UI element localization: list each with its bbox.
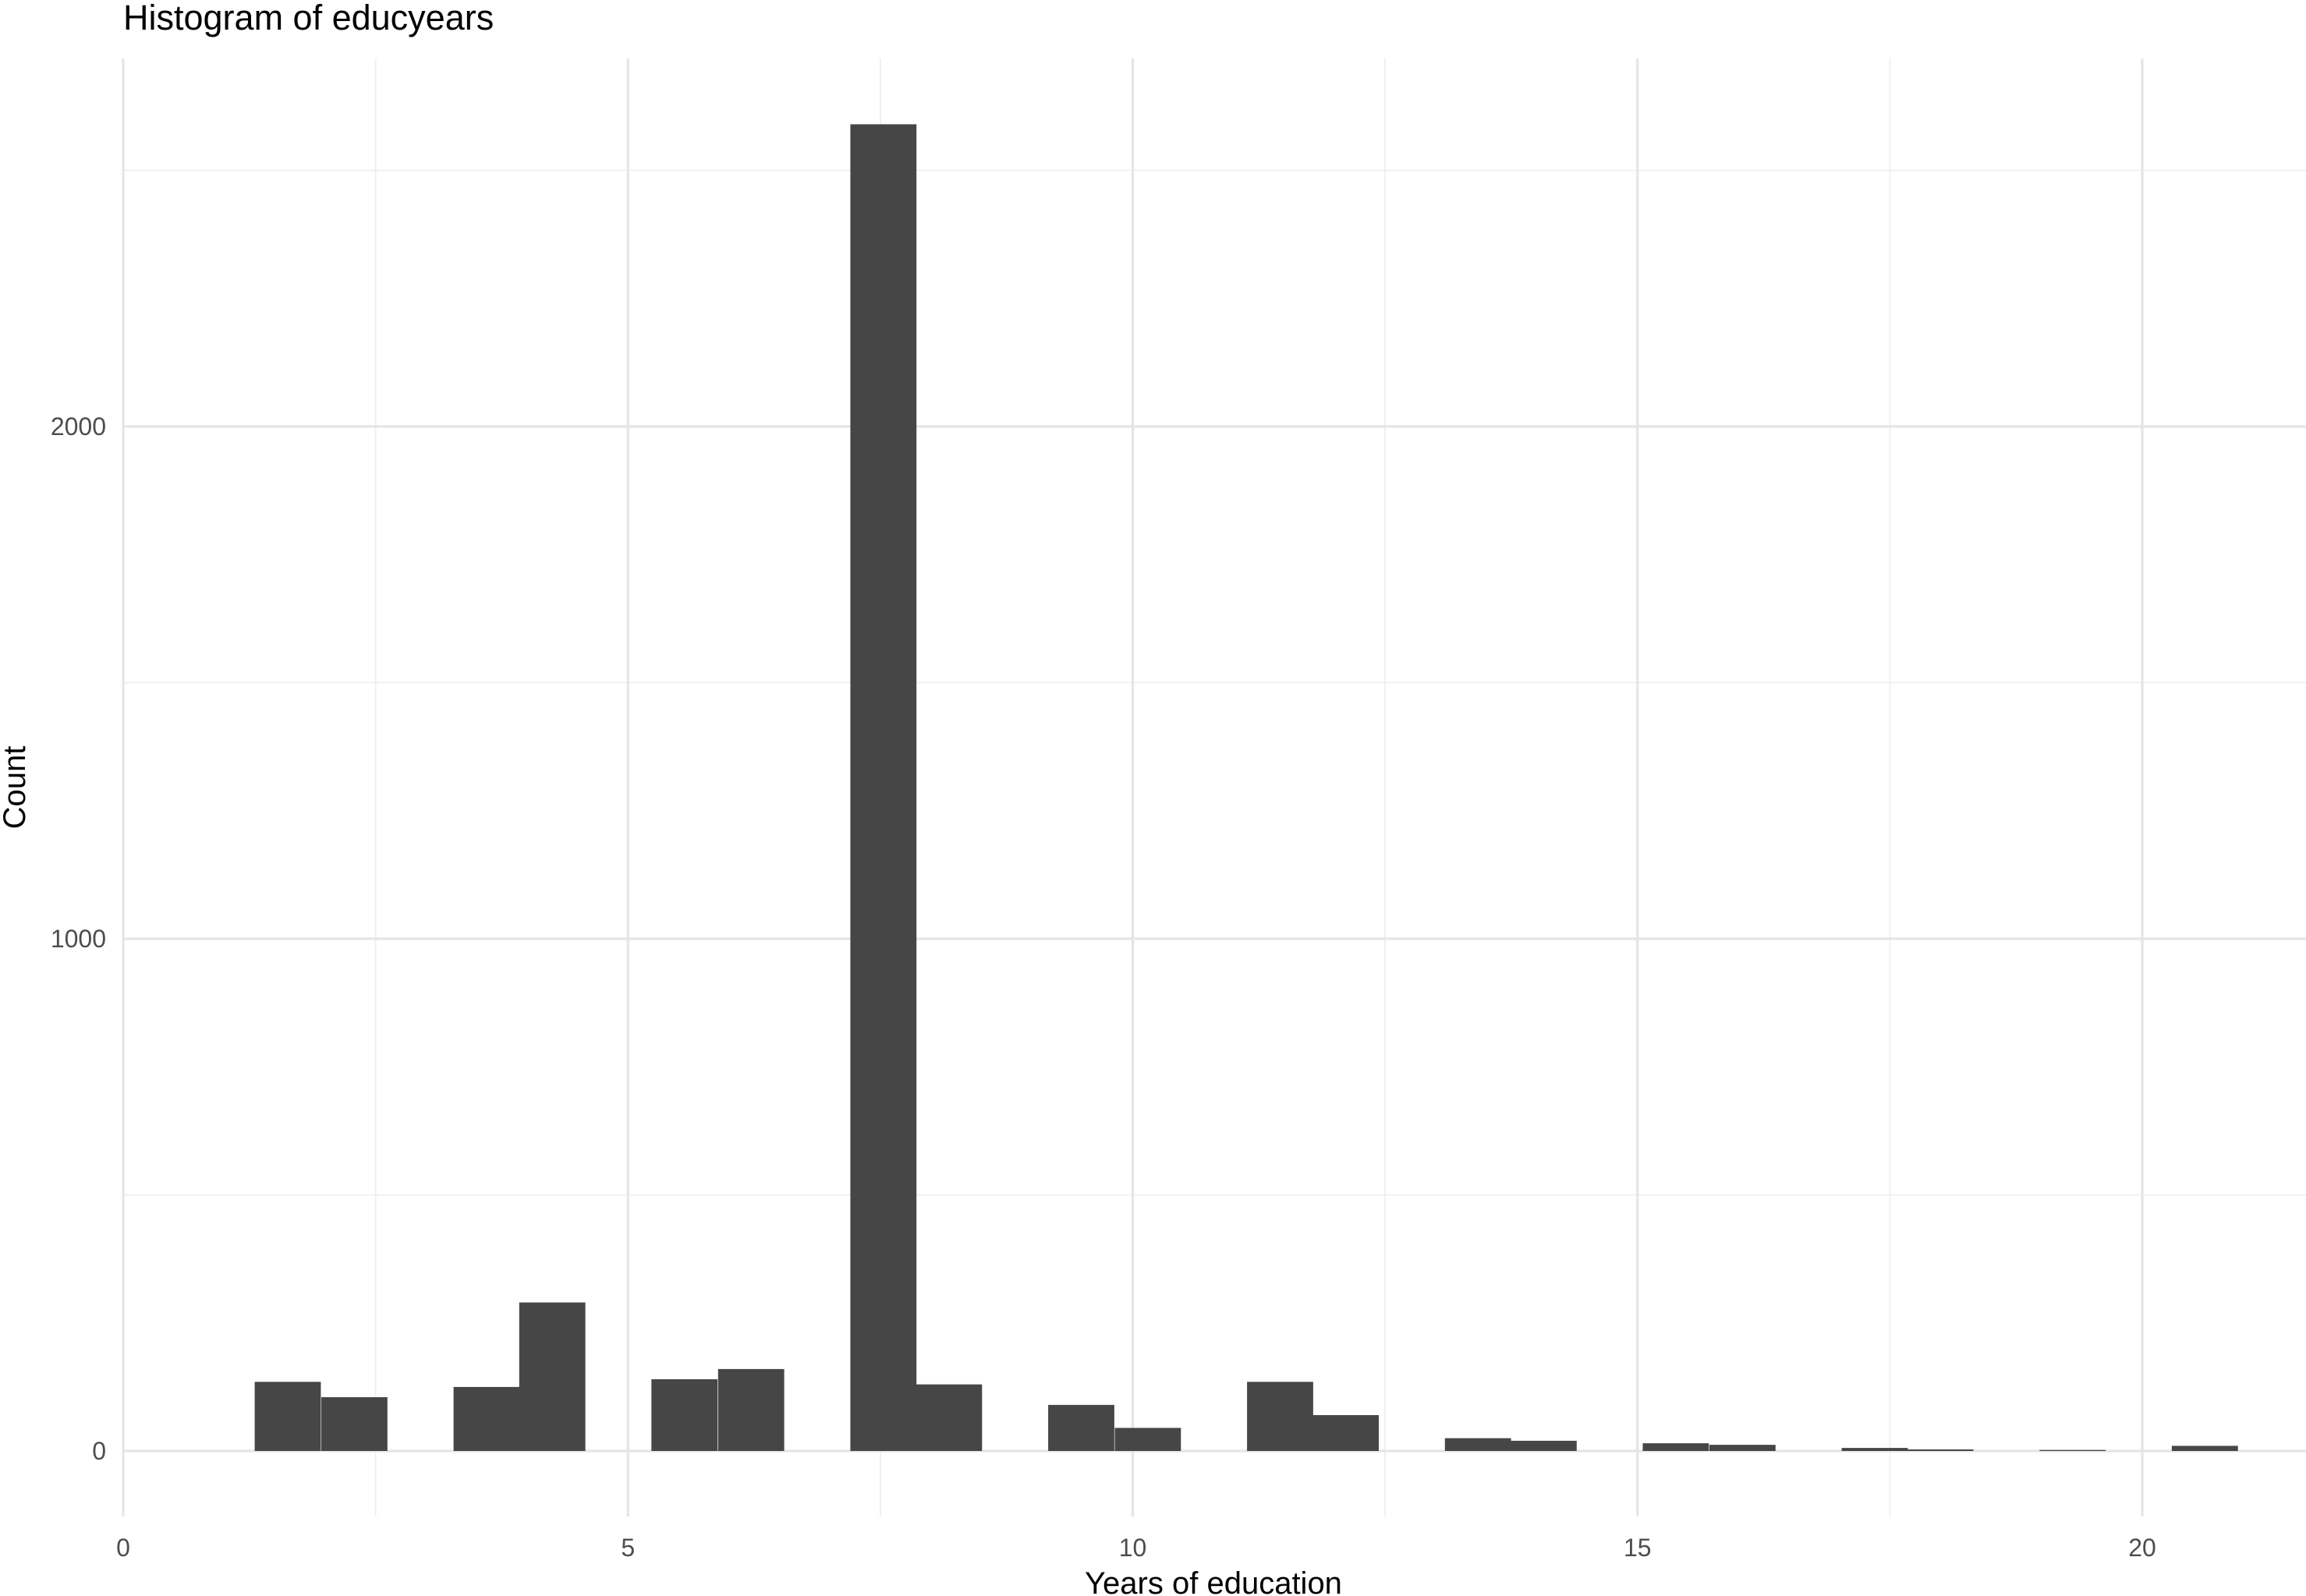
x-tick-label: 5 [621,1534,635,1562]
chart-title: Histogram of educyears [123,0,494,37]
x-tick-label: 10 [1119,1534,1147,1562]
x-tick-label: 20 [2128,1534,2156,1562]
histogram-bar-11 [1312,1415,1379,1451]
histogram-bar-6 [850,124,917,1451]
histogram-bar-3 [519,1302,586,1451]
histogram-bar-9 [1114,1428,1181,1451]
histogram-bar-8 [1048,1404,1114,1451]
histogram-bar-15 [1709,1445,1776,1451]
histogram-bar-19 [2171,1446,2238,1451]
y-tick-label: 1000 [51,925,106,953]
grid-lines [122,58,2306,1516]
histogram-bar-2 [453,1386,520,1451]
histogram-bar-17 [1907,1449,1974,1451]
y-axis-title: Count [0,746,32,830]
y-tick-label: 0 [92,1437,106,1465]
histogram-bar-1 [321,1397,388,1451]
histogram-bar-16 [1841,1448,1908,1451]
histogram-bar-5 [717,1368,785,1451]
histogram-bar-13 [1511,1440,1577,1451]
x-tick-label: 0 [116,1534,130,1562]
histogram-bar-14 [1642,1443,1709,1451]
histogram-bar-0 [254,1382,321,1451]
histogram-bars [254,124,2238,1451]
histogram-bar-18 [2039,1449,2106,1451]
x-axis-title: Years of education [1085,1566,1342,1596]
histogram-bar-12 [1444,1438,1511,1451]
histogram-bar-7 [916,1384,983,1451]
y-tick-label: 2000 [51,412,106,441]
axis-tick-labels: 0 5 10 15 20 0 1000 2000 [51,412,2156,1562]
histogram-bar-4 [651,1379,718,1451]
histogram-bar-10 [1247,1382,1313,1451]
x-tick-label: 15 [1624,1534,1652,1562]
